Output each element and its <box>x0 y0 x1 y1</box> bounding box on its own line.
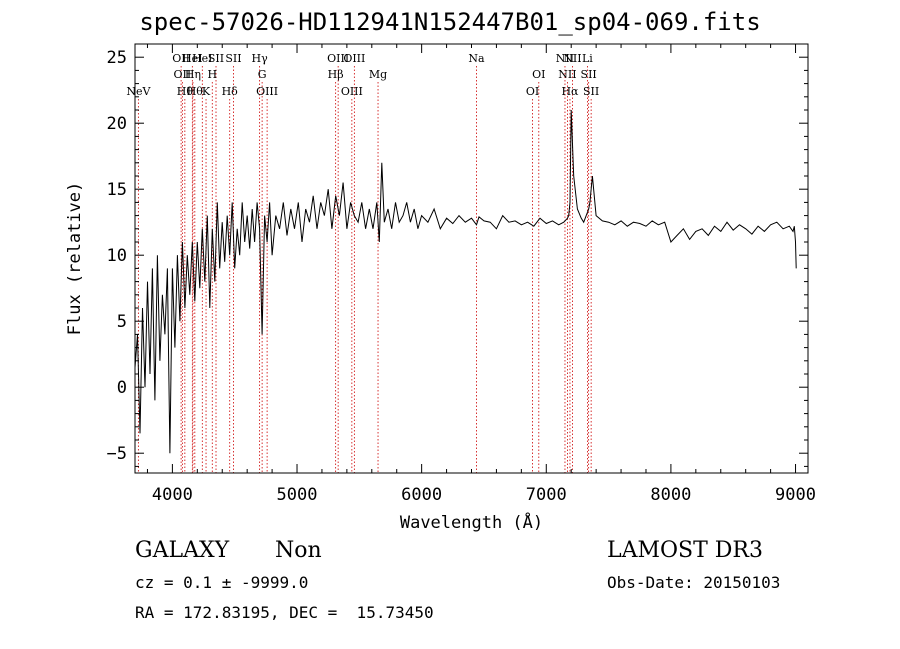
subclass-label: Non <box>275 538 322 563</box>
y-axis-ticks: −5 0 5 10 15 20 25 <box>107 48 808 467</box>
y-tick-label: 10 <box>107 246 127 266</box>
y-tick-label: 15 <box>107 180 127 200</box>
line-marker-label: Mg <box>369 68 387 81</box>
y-tick-label: 20 <box>107 114 127 134</box>
line-marker-label: SII <box>583 85 599 98</box>
x-tick-label: 9000 <box>775 485 816 505</box>
x-tick-label: 7000 <box>526 485 567 505</box>
line-marker-label: Hη <box>185 68 201 81</box>
line-marker-label: H <box>207 68 217 81</box>
line-marker-label: Hβ <box>328 68 344 81</box>
line-markers <box>137 66 592 473</box>
survey-label: LAMOST DR3 <box>607 538 763 563</box>
x-tick-label: 8000 <box>650 485 691 505</box>
chart-title: spec-57026-HD112941N152447B01_sp04-069.f… <box>139 8 761 36</box>
x-axis-label: Wavelength (Å) <box>400 511 543 533</box>
x-tick-label: 5000 <box>277 485 318 505</box>
y-axis-label: Flux (relative) <box>65 182 85 336</box>
x-tick-label: 6000 <box>401 485 442 505</box>
line-marker-label: OI <box>532 68 545 81</box>
y-tick-label: 25 <box>107 48 127 68</box>
line-marker-label: NII <box>558 68 576 81</box>
line-marker-label: SII <box>581 68 597 81</box>
class-label: GALAXY <box>135 538 230 563</box>
line-marker-label: G <box>258 68 267 81</box>
y-tick-label: 5 <box>117 312 127 332</box>
obs-date-text: Obs-Date: 20150103 <box>607 573 781 592</box>
line-marker-label: OII <box>172 52 190 65</box>
line-marker-label: K <box>202 85 211 98</box>
line-marker-label: OIII <box>341 85 363 98</box>
line-marker-label: SII <box>225 52 241 65</box>
line-marker-label: Na <box>468 52 485 65</box>
y-tick-label: 0 <box>117 378 127 398</box>
line-marker-label: Hγ <box>252 52 269 65</box>
line-marker-label: Hδ <box>222 85 239 98</box>
spectrum-line <box>134 109 797 454</box>
spectrum-chart: NeV OII OII Hθ HeI Hη Hθ HeI KH SII Hδ SII Hγ G OIII Hβ… <box>65 43 816 533</box>
line-marker-label: OI <box>526 85 539 98</box>
line-marker-label: NII <box>556 52 574 65</box>
line-marker-label: Hα <box>561 85 579 98</box>
x-tick-label: 4000 <box>152 485 193 505</box>
line-marker-label: NeV <box>126 85 151 98</box>
line-marker-label: Li <box>582 52 593 65</box>
line-marker-label: Hθ <box>177 85 194 98</box>
line-marker-label: OIII <box>327 52 349 65</box>
line-marker-label: NII <box>563 52 581 65</box>
line-marker-label: HeI <box>182 52 202 65</box>
line-marker-label: SII <box>208 52 224 65</box>
radec-text: RA = 172.83195, DEC = 15.73450 <box>135 603 434 622</box>
plot-frame <box>134 43 809 474</box>
line-marker-label: HeI <box>192 52 212 65</box>
x-axis-ticks: 4000 5000 6000 7000 8000 9000 <box>146 44 816 505</box>
line-marker-labels: NeV OII OII Hθ HeI Hη Hθ HeI KH SII Hδ SII Hγ G OIII Hβ… <box>126 52 599 98</box>
redshift-text: cz = 0.1 ± -9999.0 <box>135 573 309 592</box>
line-marker-label: OII <box>173 68 191 81</box>
line-marker-label: OIII <box>256 85 278 98</box>
y-tick-label: −5 <box>107 444 127 464</box>
line-marker-label: Hθ <box>187 85 204 98</box>
line-marker-label: OIII <box>343 52 365 65</box>
